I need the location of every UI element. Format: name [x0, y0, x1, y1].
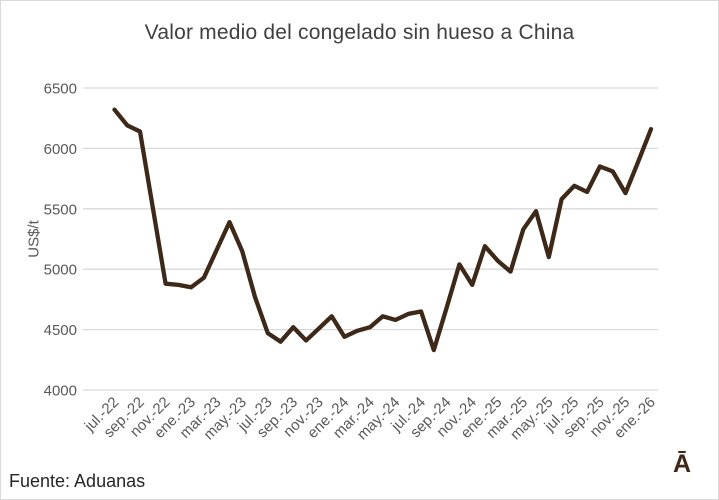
source-label: Fuente: Aduanas: [9, 471, 146, 491]
y-tick-label: 4500: [44, 322, 77, 339]
y-tick-label: 5000: [44, 262, 77, 279]
price-line: [112, 107, 654, 353]
chart-title: Valor medio del congelado sin hueso a Ch…: [144, 21, 575, 44]
y-tick-label: 6500: [44, 81, 77, 98]
y-tick-label: 5500: [44, 201, 77, 218]
y-tick-label: 4000: [44, 383, 77, 400]
y-tick-label: 6000: [44, 141, 77, 158]
logo-text: Ā: [673, 450, 692, 478]
